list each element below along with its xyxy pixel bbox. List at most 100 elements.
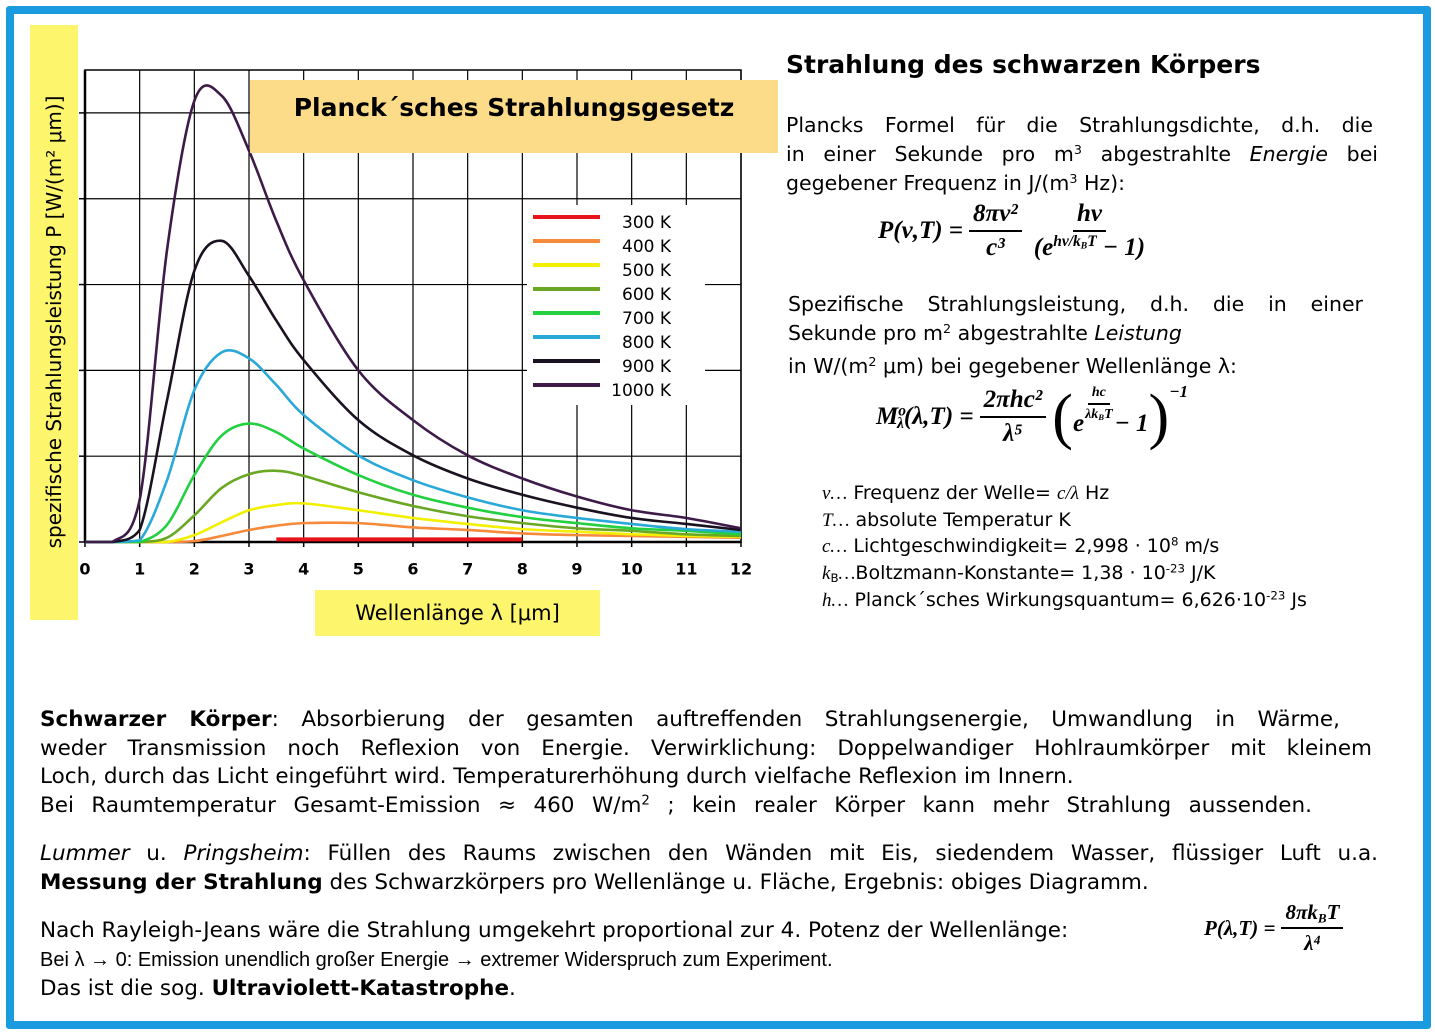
text-line: in einer Sekunde pro m3 abgestrahlte Ene… xyxy=(786,140,1378,168)
series-line xyxy=(84,501,742,544)
text: : Füllen des Raums zwischen den Wänden m… xyxy=(303,841,1378,866)
symbol-line: h… Planck´sches Wirkungsquantum= 6,626·1… xyxy=(822,587,1307,614)
text: hc xyxy=(1087,385,1110,405)
text: in W/(m xyxy=(788,354,869,378)
text: Lummer xyxy=(40,841,130,866)
text: ν… xyxy=(822,483,848,504)
text: u. xyxy=(129,841,184,866)
text: gegebener Frequenz in J/(m xyxy=(786,171,1070,195)
legend-box xyxy=(527,205,705,405)
text: 2 xyxy=(868,354,877,370)
text: Energie xyxy=(1249,142,1328,166)
y-axis-label-box: spezifische Strahlungsleistung P [W/(m² … xyxy=(30,25,78,620)
text: Bei λ → 0: Emission unendlich großer Ene… xyxy=(40,949,833,971)
heading: Strahlung des schwarzen Körpers xyxy=(786,50,1261,79)
text: Hz xyxy=(1078,482,1110,504)
text: : Absorbierung der gesamten auftreffende… xyxy=(271,707,1340,732)
text: h… xyxy=(822,590,849,611)
text: λ⁴ xyxy=(1304,931,1321,955)
text: Loch, durch das Licht eingeführt wird. T… xyxy=(40,764,1074,789)
text: T… xyxy=(822,510,850,531)
text: des Schwarzkörpers pro Wellenlänge u. Fl… xyxy=(322,870,1149,895)
text: hν/k xyxy=(1053,233,1081,251)
text: Spezifische Strahlungsleistung, d.h. die… xyxy=(788,292,1363,316)
text: − 1 xyxy=(1114,410,1149,437)
x-axis-label: Wellenlänge λ [μm] xyxy=(315,590,600,636)
x-tick-label: 4 xyxy=(298,560,309,579)
x-tick-label: 9 xyxy=(571,560,582,579)
text: … xyxy=(838,563,856,584)
text: λ⁵ xyxy=(1003,420,1023,447)
text: Lichtgeschwindigkeit= 2,998 · 10 xyxy=(847,535,1171,557)
text: bei xyxy=(1327,142,1379,166)
text: Sekunde pro m xyxy=(788,321,944,345)
text: m/s xyxy=(1178,535,1220,557)
text-line: Messung der Strahlung des Schwarzkörpers… xyxy=(40,869,1149,897)
text: T xyxy=(1104,407,1113,422)
text: -23 xyxy=(1165,561,1186,576)
text: J/K xyxy=(1185,562,1216,584)
text: T xyxy=(1326,900,1340,924)
chart-title: Planck´sches Strahlungsgesetz xyxy=(250,80,778,153)
text-line: in W/(m2 μm) bei gegebener Wellenlänge λ… xyxy=(788,352,1237,380)
text: 3 xyxy=(1073,142,1082,158)
series-line xyxy=(84,84,742,544)
text: Schwarzer Körper xyxy=(40,707,272,732)
text: c… xyxy=(822,536,848,557)
text: − 1) xyxy=(1096,234,1146,261)
text: Hz): xyxy=(1077,171,1126,195)
text: -23 xyxy=(1266,588,1286,603)
x-tick-label: 10 xyxy=(621,560,643,579)
symbol-line: c… Lichtgeschwindigkeit= 2,998 · 108 m/s xyxy=(822,533,1219,560)
text-line: Sekunde pro m2 abgestrahlte Leistung xyxy=(788,319,1182,347)
text: (λ,T) = xyxy=(903,403,974,430)
x-tick-label: 1 xyxy=(134,560,145,579)
text-line: gegebener Frequenz in J/(m3 Hz): xyxy=(786,169,1125,197)
text: ; kein realer Körper kann mehr Strahlung… xyxy=(649,793,1312,818)
text: Js xyxy=(1285,589,1307,611)
text: absolute Temperatur K xyxy=(849,509,1071,531)
text: 8 xyxy=(1170,534,1179,549)
text: 2 xyxy=(641,793,650,809)
text: T xyxy=(1087,233,1097,251)
text-line: Lummer u. Pringsheim: Füllen des Raums z… xyxy=(40,840,1378,868)
legend-label: 400 K xyxy=(622,237,672,257)
text: (e xyxy=(1033,234,1054,261)
text: P(ν,T) = xyxy=(878,217,964,244)
symbol-line: kB…Boltzmann-Konstante= 1,38 · 10-23 J/K xyxy=(822,560,1216,587)
text: μm) bei gegebener Wellenlänge λ: xyxy=(876,354,1237,378)
text: abgestrahlte xyxy=(951,321,1095,345)
text: M xyxy=(876,403,899,430)
formula: P(λ,T) = 8πkBT λ⁴ xyxy=(1204,900,1349,956)
legend-label: 800 K xyxy=(622,333,672,353)
legend-label: 900 K xyxy=(622,357,672,377)
series-line xyxy=(84,422,742,544)
legend-label: 500 K xyxy=(622,261,672,281)
formula: Moλ(λ,T) = 2πhc² λ⁵ ( e hc λkBT − 1 ) −1 xyxy=(876,382,1188,451)
text: B xyxy=(1317,910,1327,926)
x-tick-label: 7 xyxy=(462,560,473,579)
text: λ xyxy=(896,414,904,432)
series-line xyxy=(84,348,742,544)
legend-label: 600 K xyxy=(622,285,672,305)
text: 8πk xyxy=(1285,900,1318,924)
text-line: Das ist die sog. Ultraviolett-Katastroph… xyxy=(40,975,516,1003)
text-line: Bei λ → 0: Emission unendlich großer Ene… xyxy=(40,947,833,973)
text: 3 xyxy=(1069,171,1078,187)
text: Das ist die sog. xyxy=(40,976,212,1001)
symbol-line: T… absolute Temperatur K xyxy=(822,507,1071,534)
x-tick-label: 11 xyxy=(675,560,697,579)
formula: P(ν,T) = 8πν² c³ hν (ehν/kBT − 1) xyxy=(878,200,1151,262)
text: P(λ,T) = xyxy=(1204,915,1276,940)
text: Boltzmann-Konstante= 1,38 · 10 xyxy=(855,562,1166,584)
text-line: Plancks Formel für die Strahlungsdichte,… xyxy=(786,111,1373,139)
text: Planck´sches Wirkungsquantum= 6,626·10 xyxy=(848,589,1267,611)
text: abgestrahlte xyxy=(1081,142,1250,166)
text: B xyxy=(1080,240,1088,252)
symbol-line: ν… Frequenz der Welle= c/λ Hz xyxy=(822,480,1109,507)
text: ( xyxy=(1052,383,1073,451)
text: 8πν² xyxy=(969,200,1022,232)
text-line: Schwarzer Körper: Absorbierung der gesam… xyxy=(40,706,1340,734)
text: e xyxy=(1072,410,1085,437)
